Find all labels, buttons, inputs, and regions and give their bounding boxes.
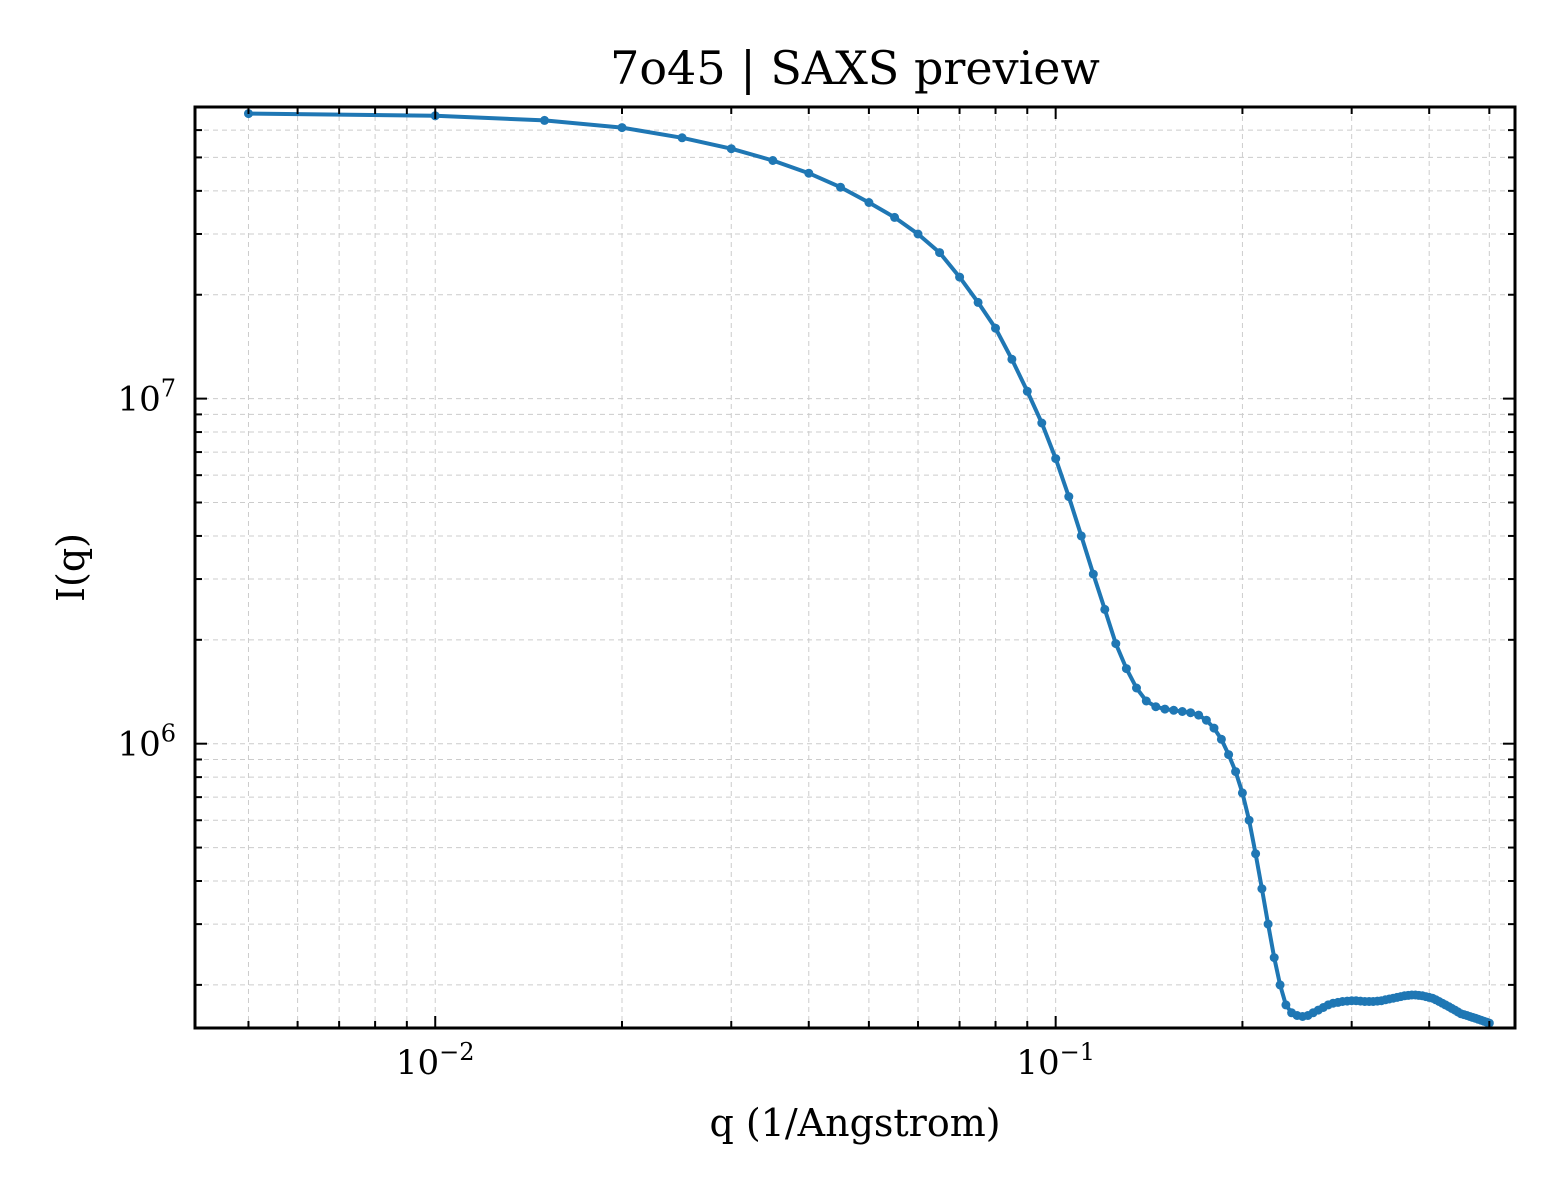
data-point	[1231, 767, 1241, 777]
data-point	[1100, 604, 1110, 614]
y-axis-label: I(q)	[49, 533, 93, 602]
x-tick-label: 10−1	[1016, 1038, 1095, 1083]
data-point	[1275, 980, 1285, 990]
data-point	[1201, 715, 1211, 725]
data-point	[1037, 418, 1047, 428]
data-point	[1251, 849, 1261, 859]
y-tick-base: 10	[117, 380, 160, 420]
data-point	[1022, 386, 1032, 396]
x-tick-base: 10	[1016, 1043, 1059, 1083]
data-point	[1111, 639, 1121, 649]
y-tick-label: 106	[117, 720, 176, 765]
data-point	[1216, 734, 1226, 744]
plot-frame	[193, 105, 1517, 1030]
data-point	[1064, 492, 1074, 502]
data-point	[1186, 708, 1196, 718]
chart-title: 7o45 | SAXS preview	[610, 41, 1100, 95]
data-point	[991, 323, 1000, 333]
data-point	[1076, 531, 1086, 541]
data-point	[1281, 1000, 1291, 1010]
data-point	[677, 133, 687, 143]
x-tick-exponent: −2	[439, 1038, 474, 1066]
y-tick-base: 10	[117, 725, 160, 765]
data-point	[1169, 705, 1179, 715]
data-point	[1121, 664, 1131, 674]
data-point	[617, 123, 627, 133]
data-point	[890, 212, 900, 222]
data-point	[1209, 723, 1219, 733]
data-point	[836, 182, 845, 192]
data-point	[1007, 354, 1017, 364]
data-point	[1177, 707, 1187, 716]
data-point	[1269, 953, 1279, 963]
data-point	[1237, 788, 1247, 798]
data-point	[1194, 710, 1204, 720]
data-point	[973, 297, 983, 307]
chart-series	[244, 109, 1494, 1028]
data-point	[540, 115, 549, 125]
data-point	[1244, 815, 1254, 825]
data-point	[768, 156, 778, 165]
data-point	[1257, 884, 1267, 894]
data-point	[726, 144, 736, 154]
data-point	[1160, 704, 1170, 714]
data-point	[1151, 702, 1161, 712]
y-tick-exponent: 6	[161, 720, 176, 748]
x-tick-exponent: −1	[1060, 1038, 1095, 1066]
x-axis-label: q (1/Angstrom)	[709, 1101, 1000, 1145]
data-point	[864, 198, 874, 207]
data-point	[955, 272, 965, 282]
data-point	[1051, 454, 1061, 464]
y-tick-label: 107	[117, 375, 176, 420]
data-point	[935, 248, 945, 258]
x-tick-label: 10−2	[396, 1038, 475, 1083]
x-tick-base: 10	[396, 1043, 439, 1083]
data-point	[913, 229, 923, 239]
data-point	[804, 168, 814, 178]
y-tick-exponent: 7	[161, 375, 176, 403]
data-point	[1141, 696, 1151, 706]
data-point	[1263, 919, 1273, 929]
data-point	[1088, 569, 1098, 579]
data-point	[1132, 683, 1141, 693]
data-point	[1224, 750, 1234, 760]
chart-grid	[195, 106, 1515, 1028]
